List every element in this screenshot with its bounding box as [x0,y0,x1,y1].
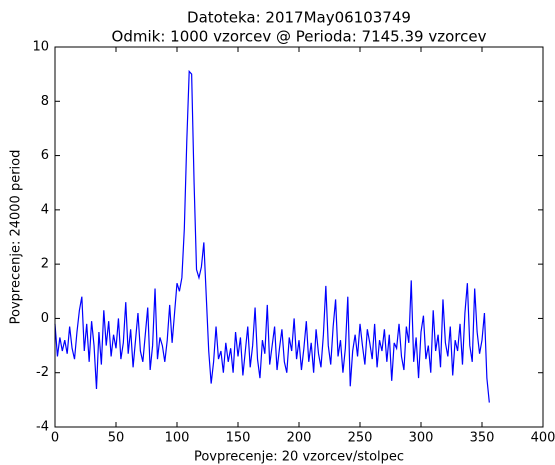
data-line [54,69,490,403]
x-tick-label: 250 [348,431,373,446]
y-axis-label: Povprecenje: 24000 period [9,150,24,325]
y-tick-label: 10 [32,40,49,55]
y-tick-label: 8 [41,94,49,109]
x-axis-label: Povprecenje: 20 vzorcev/stolpec [194,450,404,465]
y-tick-label: 0 [41,311,49,326]
chart-title: Datoteka: 2017May06103749 [187,9,411,27]
y-tick-label: -2 [36,365,49,380]
y-tick-label: -4 [36,420,49,435]
x-tick-label: 0 [51,431,59,446]
x-tick-label: 150 [226,431,251,446]
y-tick-label: 6 [41,148,49,163]
plot-frame [54,46,544,428]
x-tick-label: 100 [165,431,190,446]
x-tick-label: 200 [287,431,312,446]
x-tick-label: 50 [108,431,125,446]
x-tick-label: 350 [470,431,495,446]
y-tick-label: 2 [41,257,49,272]
y-tick-label: 4 [41,202,49,217]
x-tick-label: 400 [531,431,555,446]
x-tick-label: 300 [409,431,434,446]
chart-subtitle: Odmik: 1000 vzorcev @ Perioda: 7145.39 v… [112,28,487,46]
